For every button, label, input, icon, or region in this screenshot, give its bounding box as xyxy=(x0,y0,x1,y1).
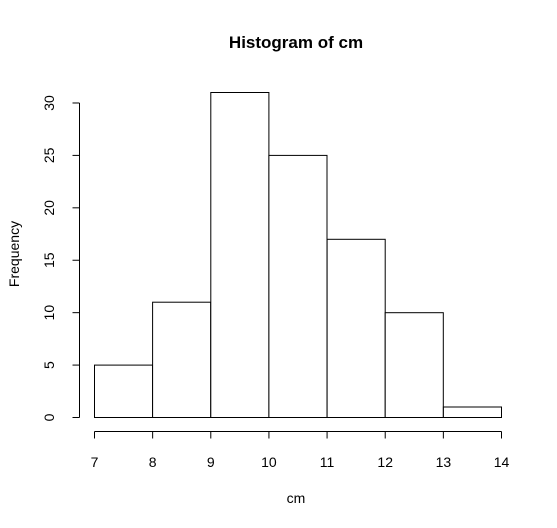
y-tick-label-25: 25 xyxy=(41,147,57,163)
y-tick-label-15: 15 xyxy=(41,252,57,268)
y-axis-label: Frequency xyxy=(6,221,22,287)
x-axis-label: cm xyxy=(287,490,306,506)
y-tick-label-5: 5 xyxy=(41,361,57,369)
histogram-bar-10-11 xyxy=(268,154,328,418)
x-tick-label-13: 13 xyxy=(436,454,452,470)
x-tick-label-7: 7 xyxy=(91,454,99,470)
y-axis: 0 5 10 15 20 25 30 xyxy=(41,95,80,421)
histogram-bar-12-13 xyxy=(384,312,444,419)
x-tick-label-10: 10 xyxy=(261,454,277,470)
bars-group xyxy=(94,92,502,419)
histogram-bar-13-14 xyxy=(442,406,502,418)
y-tick-label-30: 30 xyxy=(41,95,57,111)
y-tick-label-0: 0 xyxy=(41,413,57,421)
x-tick-label-8: 8 xyxy=(149,454,157,470)
x-tick-label-14: 14 xyxy=(494,454,510,470)
histogram-bar-9-10 xyxy=(210,92,270,418)
x-tick-label-12: 12 xyxy=(377,454,393,470)
y-tick-label-20: 20 xyxy=(41,200,57,216)
y-tick-label-10: 10 xyxy=(41,305,57,321)
x-tick-label-11: 11 xyxy=(320,454,335,470)
chart-title: Histogram of cm xyxy=(229,33,363,52)
histogram-bar-8-9 xyxy=(152,301,212,419)
x-axis: 7 8 9 10 11 12 13 14 xyxy=(91,431,510,470)
x-tick-label-9: 9 xyxy=(207,454,215,470)
histogram-bar-7-8 xyxy=(94,364,154,419)
histogram-bar-11-12 xyxy=(326,238,386,418)
